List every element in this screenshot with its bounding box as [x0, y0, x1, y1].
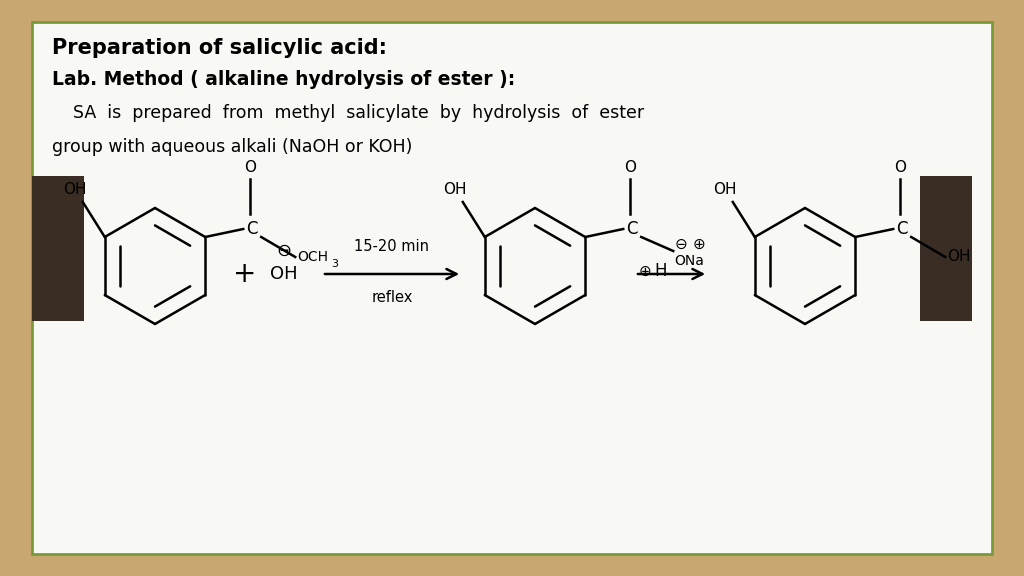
Text: group with aqueous alkali (NaOH or KOH): group with aqueous alkali (NaOH or KOH)	[52, 138, 413, 156]
Text: OH: OH	[63, 183, 86, 198]
Text: ⊕: ⊕	[639, 263, 651, 279]
Text: OH: OH	[270, 265, 298, 283]
Text: OH: OH	[443, 183, 467, 198]
Text: ⊕: ⊕	[692, 237, 705, 252]
Text: Lab. Method ( alkaline hydrolysis of ester ):: Lab. Method ( alkaline hydrolysis of est…	[52, 70, 515, 89]
Text: C: C	[896, 220, 907, 238]
Text: ONa: ONa	[674, 254, 705, 268]
Text: reflex: reflex	[372, 290, 413, 305]
Text: +: +	[233, 260, 257, 288]
Bar	[32, 176, 84, 321]
Text: 3: 3	[331, 259, 338, 269]
Text: O: O	[245, 160, 256, 175]
Text: C: C	[246, 220, 258, 238]
Text: OH: OH	[713, 183, 736, 198]
Text: OH: OH	[947, 249, 971, 264]
Text: Preparation of salicylic acid:: Preparation of salicylic acid:	[52, 38, 387, 58]
Text: ⊖: ⊖	[276, 242, 292, 260]
Text: 15-20 min: 15-20 min	[354, 239, 429, 254]
Bar	[920, 176, 972, 321]
Text: O: O	[894, 160, 906, 175]
Text: ⊖: ⊖	[674, 237, 687, 252]
Text: C: C	[627, 220, 638, 238]
Text: H: H	[654, 262, 667, 280]
Text: O: O	[625, 160, 636, 175]
Text: OCH: OCH	[297, 250, 329, 264]
Text: SA  is  prepared  from  methyl  salicylate  by  hydrolysis  of  ester: SA is prepared from methyl salicylate by…	[62, 104, 644, 122]
